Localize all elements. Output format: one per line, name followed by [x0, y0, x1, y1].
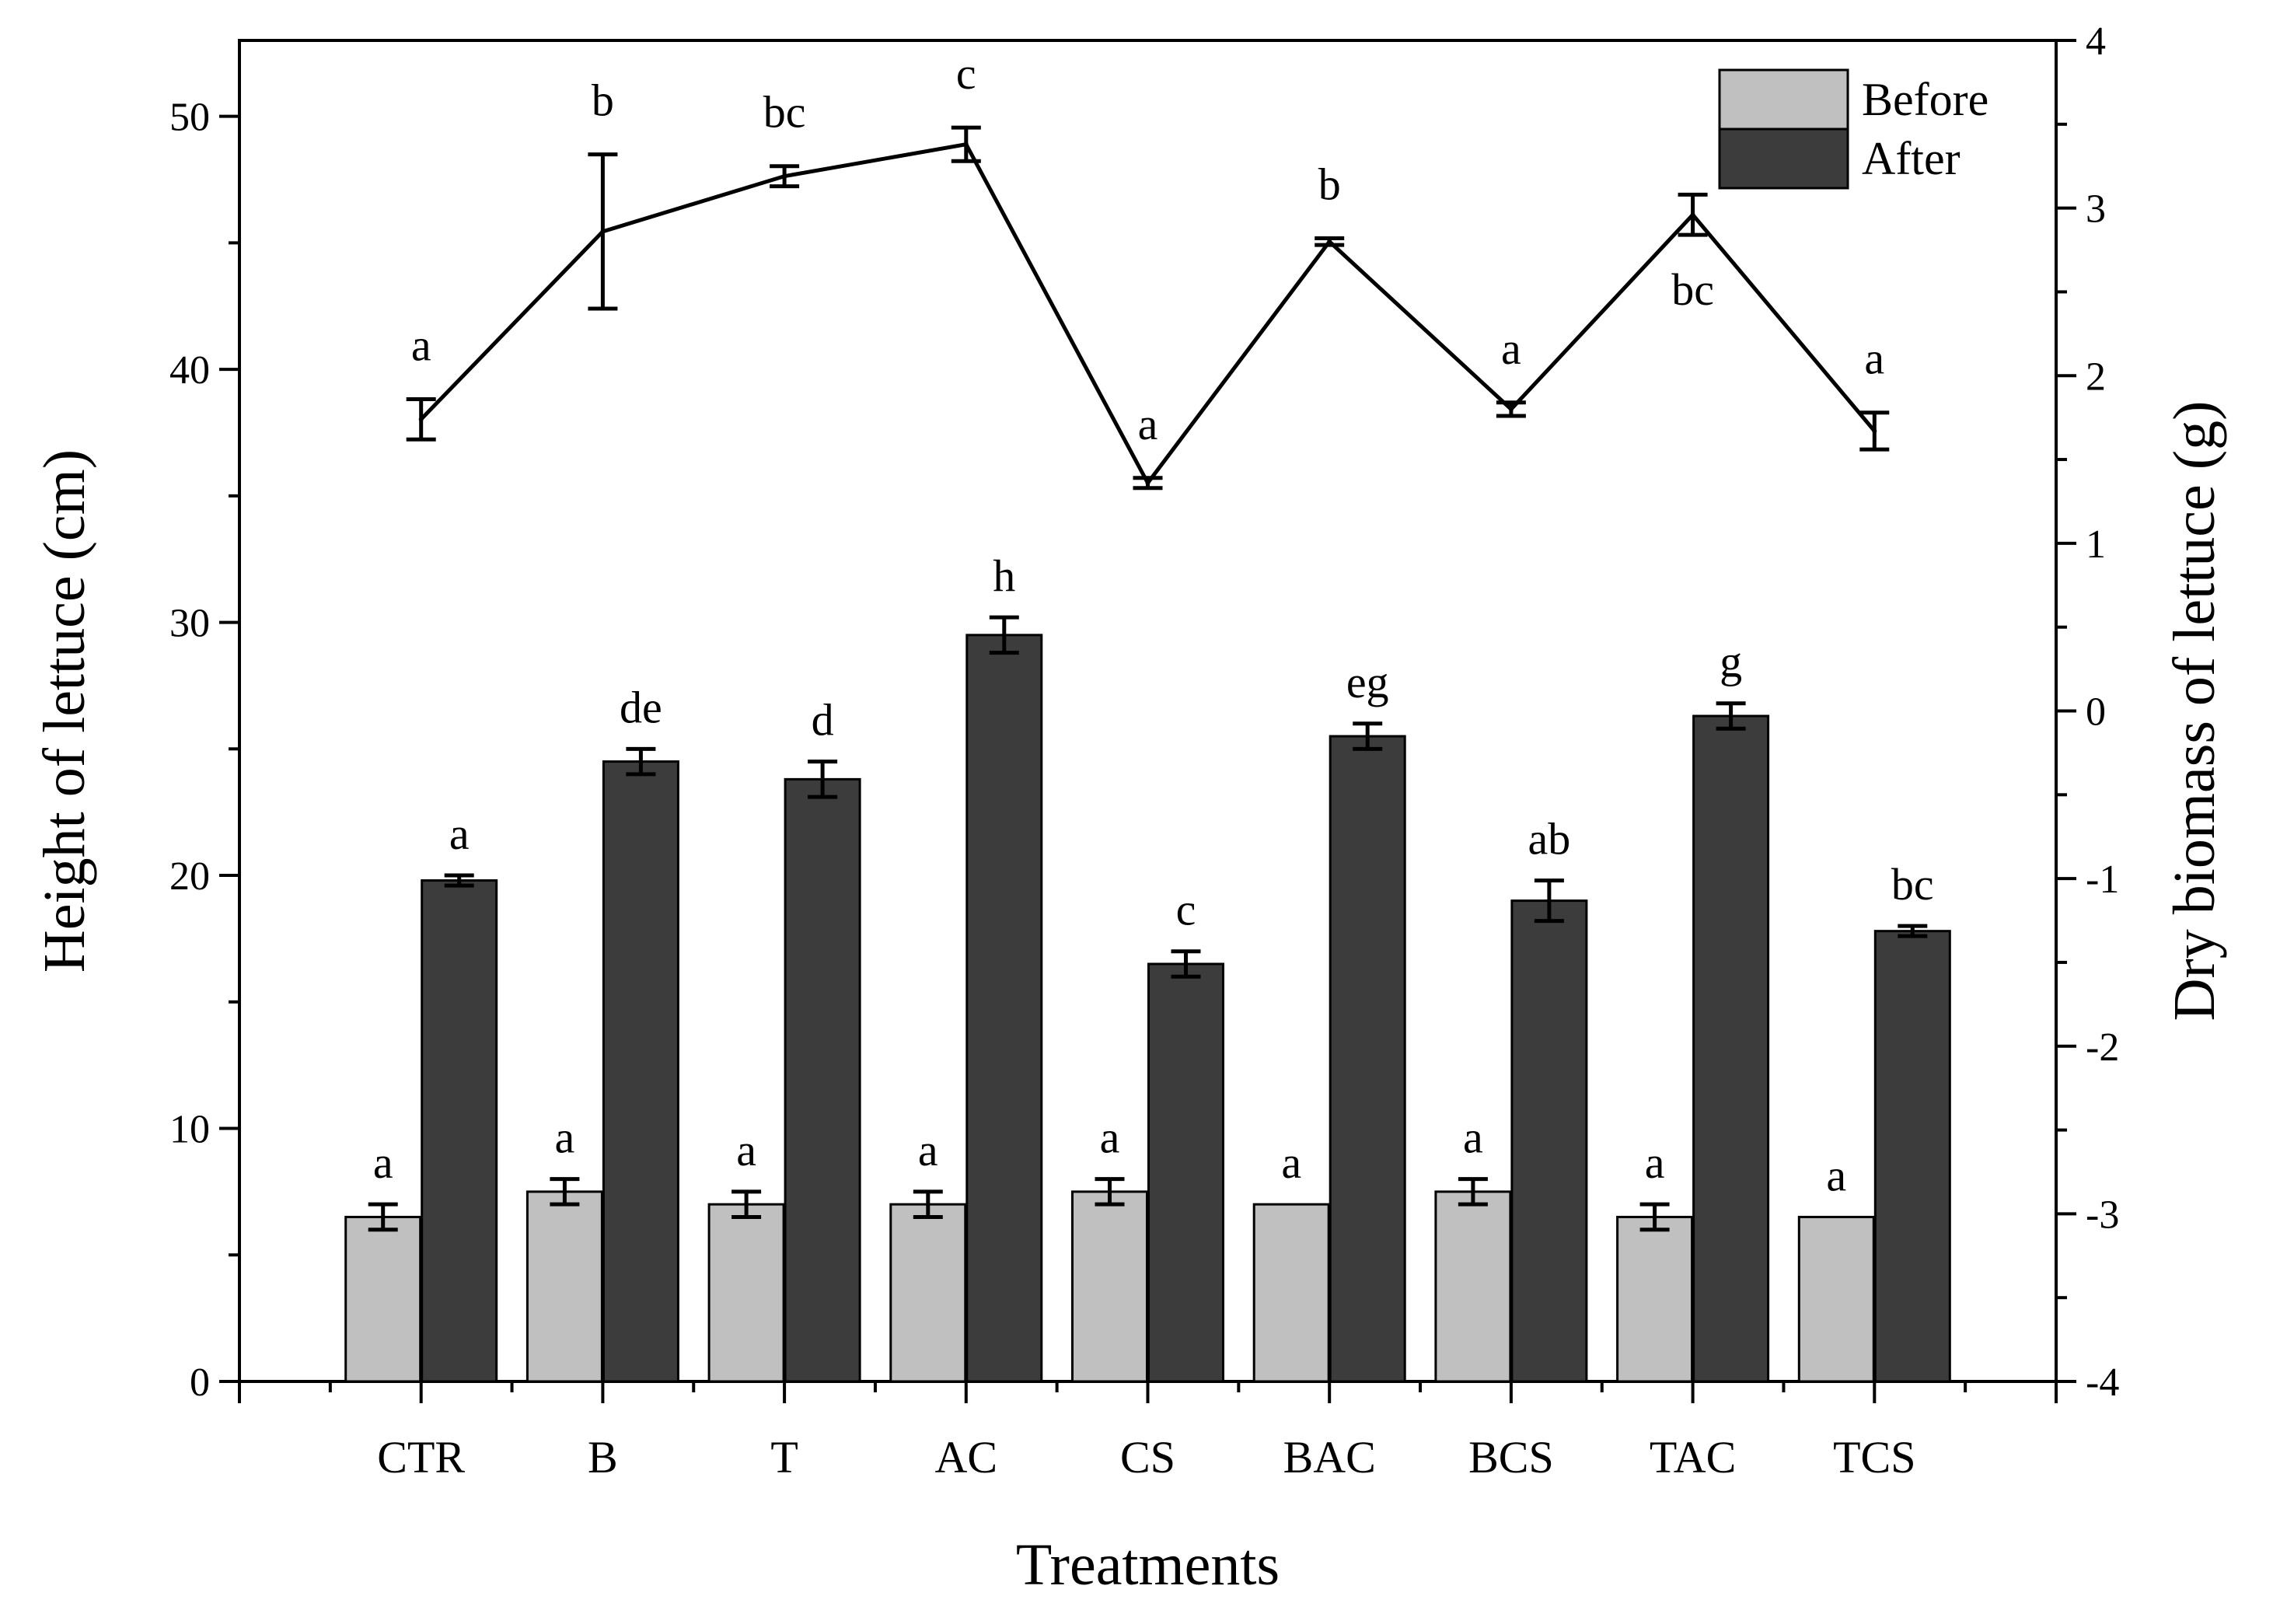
bar-after: [1510, 899, 1588, 1383]
bar-after: [1873, 930, 1951, 1383]
bar-significance-label: d: [812, 695, 834, 746]
x-tick-label: TAC: [1650, 1432, 1736, 1483]
bar-significance-label: a: [736, 1125, 756, 1175]
bar-significance-label: a: [1645, 1137, 1665, 1188]
line-significance-label: b: [592, 75, 614, 126]
bar-significance-label: a: [555, 1112, 575, 1163]
line-significance-label: c: [956, 48, 976, 99]
legend-label: After: [1862, 133, 1961, 184]
y2-tick-label: -3: [2086, 1193, 2119, 1237]
y2-tick-label: -2: [2086, 1025, 2119, 1070]
y-tick-label: 20: [169, 854, 210, 899]
biomass-point: [1508, 407, 1514, 412]
bar-before: [889, 1203, 967, 1383]
y2-tick-label: -1: [2086, 857, 2119, 902]
x-tick-label: TCS: [1833, 1432, 1915, 1483]
line-series: [406, 125, 1890, 491]
biomass-point: [418, 417, 424, 422]
legend: Before After: [1718, 68, 1988, 190]
x-tick-label: BAC: [1283, 1432, 1376, 1483]
y-tick-label: 30: [169, 602, 210, 646]
y-tick-label: 0: [190, 1360, 210, 1405]
line-significance-label: b: [1318, 159, 1341, 209]
y2-tick-label: 2: [2086, 354, 2106, 399]
bar-significance-label: g: [1720, 637, 1742, 687]
y2-tick-label: 3: [2086, 187, 2106, 232]
y2-tick-label: -4: [2086, 1360, 2119, 1405]
y-axis-title: Height of lettuce (cm): [32, 449, 97, 973]
bar-significance-label: de: [620, 682, 662, 732]
y2-axis-title: Dry biomass of lettuce (g): [2162, 401, 2227, 1022]
bar-after: [1147, 962, 1224, 1383]
bar-series: [344, 615, 1951, 1383]
bar-after: [784, 777, 861, 1383]
bar-after: [602, 760, 679, 1383]
bar-significance-label: a: [1100, 1112, 1120, 1163]
biomass-point: [600, 229, 606, 234]
y2-tick-label: 4: [2086, 19, 2106, 64]
biomass-point: [1327, 239, 1332, 244]
bar-before: [1071, 1190, 1148, 1383]
biomass-point: [782, 173, 787, 179]
bar-significance-label: ab: [1528, 814, 1571, 864]
bar-before: [1252, 1203, 1330, 1383]
bar-after: [1692, 714, 1770, 1383]
y-tick-label: 50: [169, 96, 210, 140]
bar-significance-label: eg: [1346, 657, 1389, 707]
bar-significance-label: a: [1826, 1150, 1846, 1200]
x-tick-label: BCS: [1468, 1432, 1554, 1483]
x-tick-label: B: [588, 1432, 618, 1483]
bar-before: [1797, 1215, 1875, 1383]
biomass-point: [1145, 480, 1150, 486]
bar-before: [344, 1215, 422, 1383]
x-tick-label: T: [770, 1432, 798, 1483]
bar-significance-label: h: [993, 550, 1015, 601]
bar-significance-label: a: [918, 1125, 938, 1175]
line-significance-label: a: [411, 320, 431, 370]
x-tick-label: AC: [935, 1432, 998, 1483]
line-significance-label: bc: [763, 87, 806, 138]
line-significance-label: a: [1138, 399, 1158, 449]
legend-swatch-before: [1718, 68, 1849, 131]
bar-before: [1434, 1190, 1512, 1383]
y2-tick-label: 0: [2086, 690, 2106, 735]
line-significance-label: a: [1864, 334, 1884, 384]
bar-after: [965, 634, 1043, 1383]
biomass-point: [963, 141, 969, 147]
bar-significance-label: a: [1463, 1112, 1483, 1163]
x-tick-label: CTR: [377, 1432, 465, 1483]
legend-label: Before: [1862, 74, 1988, 125]
line-significance-label: a: [1501, 323, 1521, 374]
y2-tick-label: 1: [2086, 522, 2106, 567]
biomass-point: [1690, 212, 1695, 218]
bar-significance-label: a: [449, 809, 470, 859]
bar-before: [707, 1203, 785, 1383]
x-tick-label: CS: [1120, 1432, 1175, 1483]
bar-significance-label: a: [1281, 1137, 1301, 1188]
bar-before: [1616, 1215, 1694, 1383]
bar-significance-label: bc: [1891, 859, 1934, 910]
biomass-point: [1872, 428, 1877, 434]
x-axis-title: Treatments: [1016, 1532, 1280, 1598]
bar-significance-label: a: [373, 1137, 393, 1188]
y-tick-label: 40: [169, 348, 210, 393]
legend-swatch-after: [1718, 127, 1849, 190]
bar-significance-label: c: [1176, 885, 1196, 935]
bar-after: [1329, 735, 1406, 1383]
y-tick-label: 10: [169, 1108, 210, 1152]
bar-before: [525, 1190, 603, 1383]
line-significance-label: bc: [1671, 264, 1714, 315]
bar-after: [421, 879, 498, 1383]
